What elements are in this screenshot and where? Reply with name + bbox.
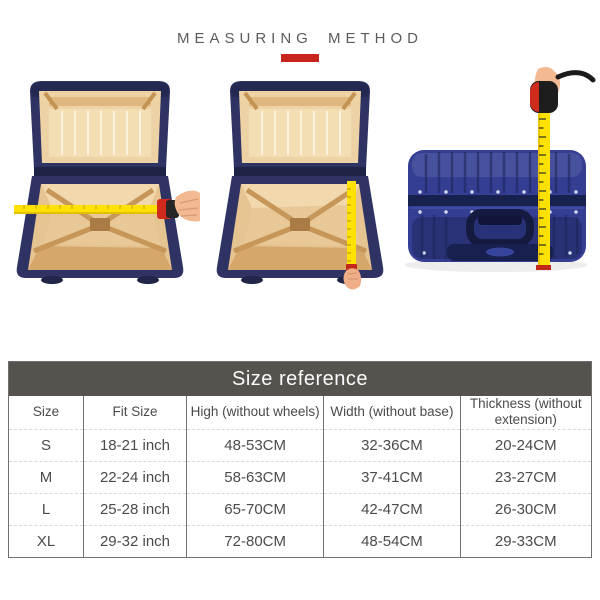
table-cell: 23-27CM [460, 460, 591, 493]
open-suitcase [16, 81, 184, 284]
size-row-l: L 25-28 inch 65-70CM 42-47CM 26-30CM [9, 492, 591, 525]
hand-with-tape-measure [530, 67, 596, 113]
column-header-fit-size: Fit Size [83, 396, 187, 429]
open-suitcase-depth-measure-illustration [216, 81, 384, 290]
measuring-figures [0, 66, 600, 298]
column-header-high: High (without wheels) [186, 396, 325, 429]
closed-suitcase [408, 150, 586, 262]
title-underline-bar [281, 54, 319, 62]
column-header-size: Size [9, 396, 84, 429]
size-row-xl: XL 29-32 inch 72-80CM 48-54CM 29-33CM [9, 524, 591, 557]
table-cell: L [9, 492, 84, 525]
open-suitcase-width-measure-illustration [14, 81, 200, 284]
hand-holding-tape-end [343, 268, 362, 290]
size-row-s: S 18-21 inch 48-53CM 32-36CM 20-24CM [9, 428, 591, 461]
table-cell: 29-33CM [460, 524, 591, 557]
figure-depth-measure [200, 66, 400, 298]
table-cell: 72-80CM [186, 524, 325, 557]
column-header-width: Width (without base) [323, 396, 461, 429]
table-cell: 18-21 inch [83, 428, 187, 461]
table-cell: 32-36CM [323, 428, 461, 461]
size-reference-section: Size reference Size Fit Size High (witho… [8, 361, 592, 558]
table-cell: 25-28 inch [83, 492, 187, 525]
table-cell: 48-54CM [323, 524, 461, 557]
page-header: MEASURING METHOD [0, 0, 600, 62]
column-header-thickness: Thickness (without extension) [469, 396, 582, 428]
table-cell: 65-70CM [186, 492, 325, 525]
size-reference-table: Size Fit Size High (without wheels) Widt… [9, 396, 591, 557]
table-cell: 26-30CM [460, 492, 591, 525]
table-cell: 42-47CM [323, 492, 461, 525]
figure-width-measure [0, 66, 200, 298]
page-title: MEASURING METHOD [176, 30, 423, 47]
table-cell: 37-41CM [323, 460, 461, 493]
size-reference-title: Size reference [9, 362, 591, 396]
table-header-row: Size Fit Size High (without wheels) Widt… [9, 396, 591, 429]
table-cell: 20-24CM [460, 428, 591, 461]
table-cell: 22-24 inch [83, 460, 187, 493]
closed-suitcase-height-measure-illustration [404, 67, 596, 272]
suitcase-handle [466, 209, 534, 247]
table-cell: 48-53CM [186, 428, 325, 461]
figure-height-measure [400, 66, 600, 298]
hand-holding-tape [174, 190, 200, 222]
size-row-m: M 22-24 inch 58-63CM 37-41CM 23-27CM [9, 460, 591, 493]
table-cell: XL [9, 524, 84, 557]
table-cell: 29-32 inch [83, 524, 187, 557]
open-suitcase [216, 81, 384, 284]
yellow-tape-vertical [536, 113, 551, 270]
table-cell: S [9, 428, 84, 461]
yellow-tape-vertical [346, 181, 357, 271]
tape-measure-strap [555, 70, 596, 83]
table-cell: 58-63CM [186, 460, 325, 493]
table-cell: M [9, 460, 84, 493]
